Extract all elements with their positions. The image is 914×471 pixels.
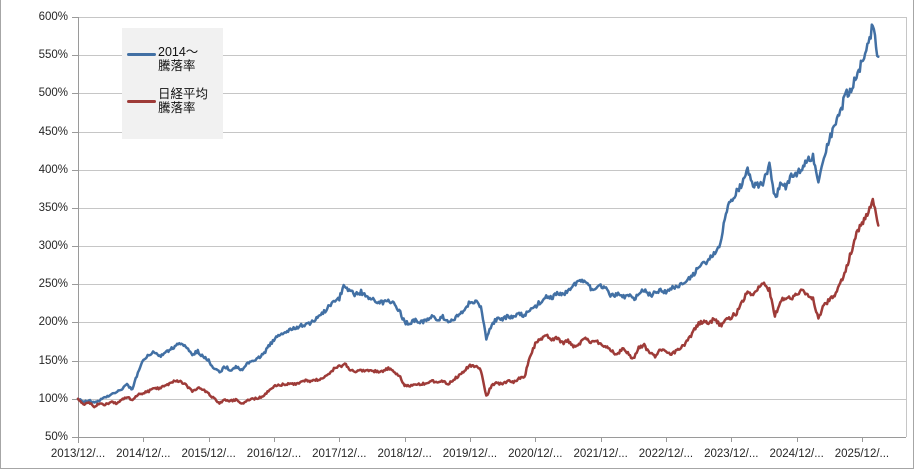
legend-label: 日経平均 [158,87,209,101]
x-tick-label: 2024/12/... [769,448,824,460]
x-tick-label: 2019/12/... [442,448,498,460]
y-tick-label: 600% [38,11,68,23]
x-tick-label: 2016/12/... [246,448,302,460]
y-tick-label: 550% [38,49,68,62]
legend-swatch-strategy [127,53,156,56]
x-tick-label: 2020/12/... [508,448,563,460]
y-tick-label: 150% [38,354,68,367]
x-tick-label: 2017/12/... [312,448,367,460]
y-tick-label: 50% [44,431,68,443]
legend-entry-strategy: 2014〜 騰落率 [158,45,198,73]
chart-border-bottom [0,468,914,469]
y-tick-label: 500% [38,87,68,100]
legend-entry-nikkei: 日経平均 騰落率 [158,87,208,115]
y-tick-label: 350% [38,201,68,214]
legend-label: 騰落率 [158,59,196,73]
x-tick-label: 2015/12/... [181,448,236,460]
y-tick-label: 300% [38,240,68,253]
legend-swatch-nikkei [127,100,156,103]
x-tick-label: 2014/12/... [116,448,171,460]
x-tick-label: 2018/12/... [377,448,432,460]
y-tick-label: 200% [38,316,68,329]
series-line-strategy [76,23,880,404]
series-line-nikkei [76,197,880,409]
x-tick-label: 2022/12/... [638,448,694,460]
x-tick-label: 2025/12/... [834,448,890,460]
legend-label: 騰落率 [158,101,196,115]
x-tick-label: 2021/12/... [573,448,628,460]
chart-border-left [0,0,1,469]
y-tick-label: 100% [38,392,68,405]
x-tick-label: 2013/12/... [50,448,106,460]
legend-label: 2014〜 [158,45,199,59]
y-tick-label: 450% [38,125,68,138]
y-tick-label: 250% [38,278,68,291]
y-tick-label: 400% [38,163,68,176]
legend: 2014〜 騰落率 日経平均 騰落率 [122,28,223,139]
x-tick-label: 2023/12/... [704,448,759,460]
